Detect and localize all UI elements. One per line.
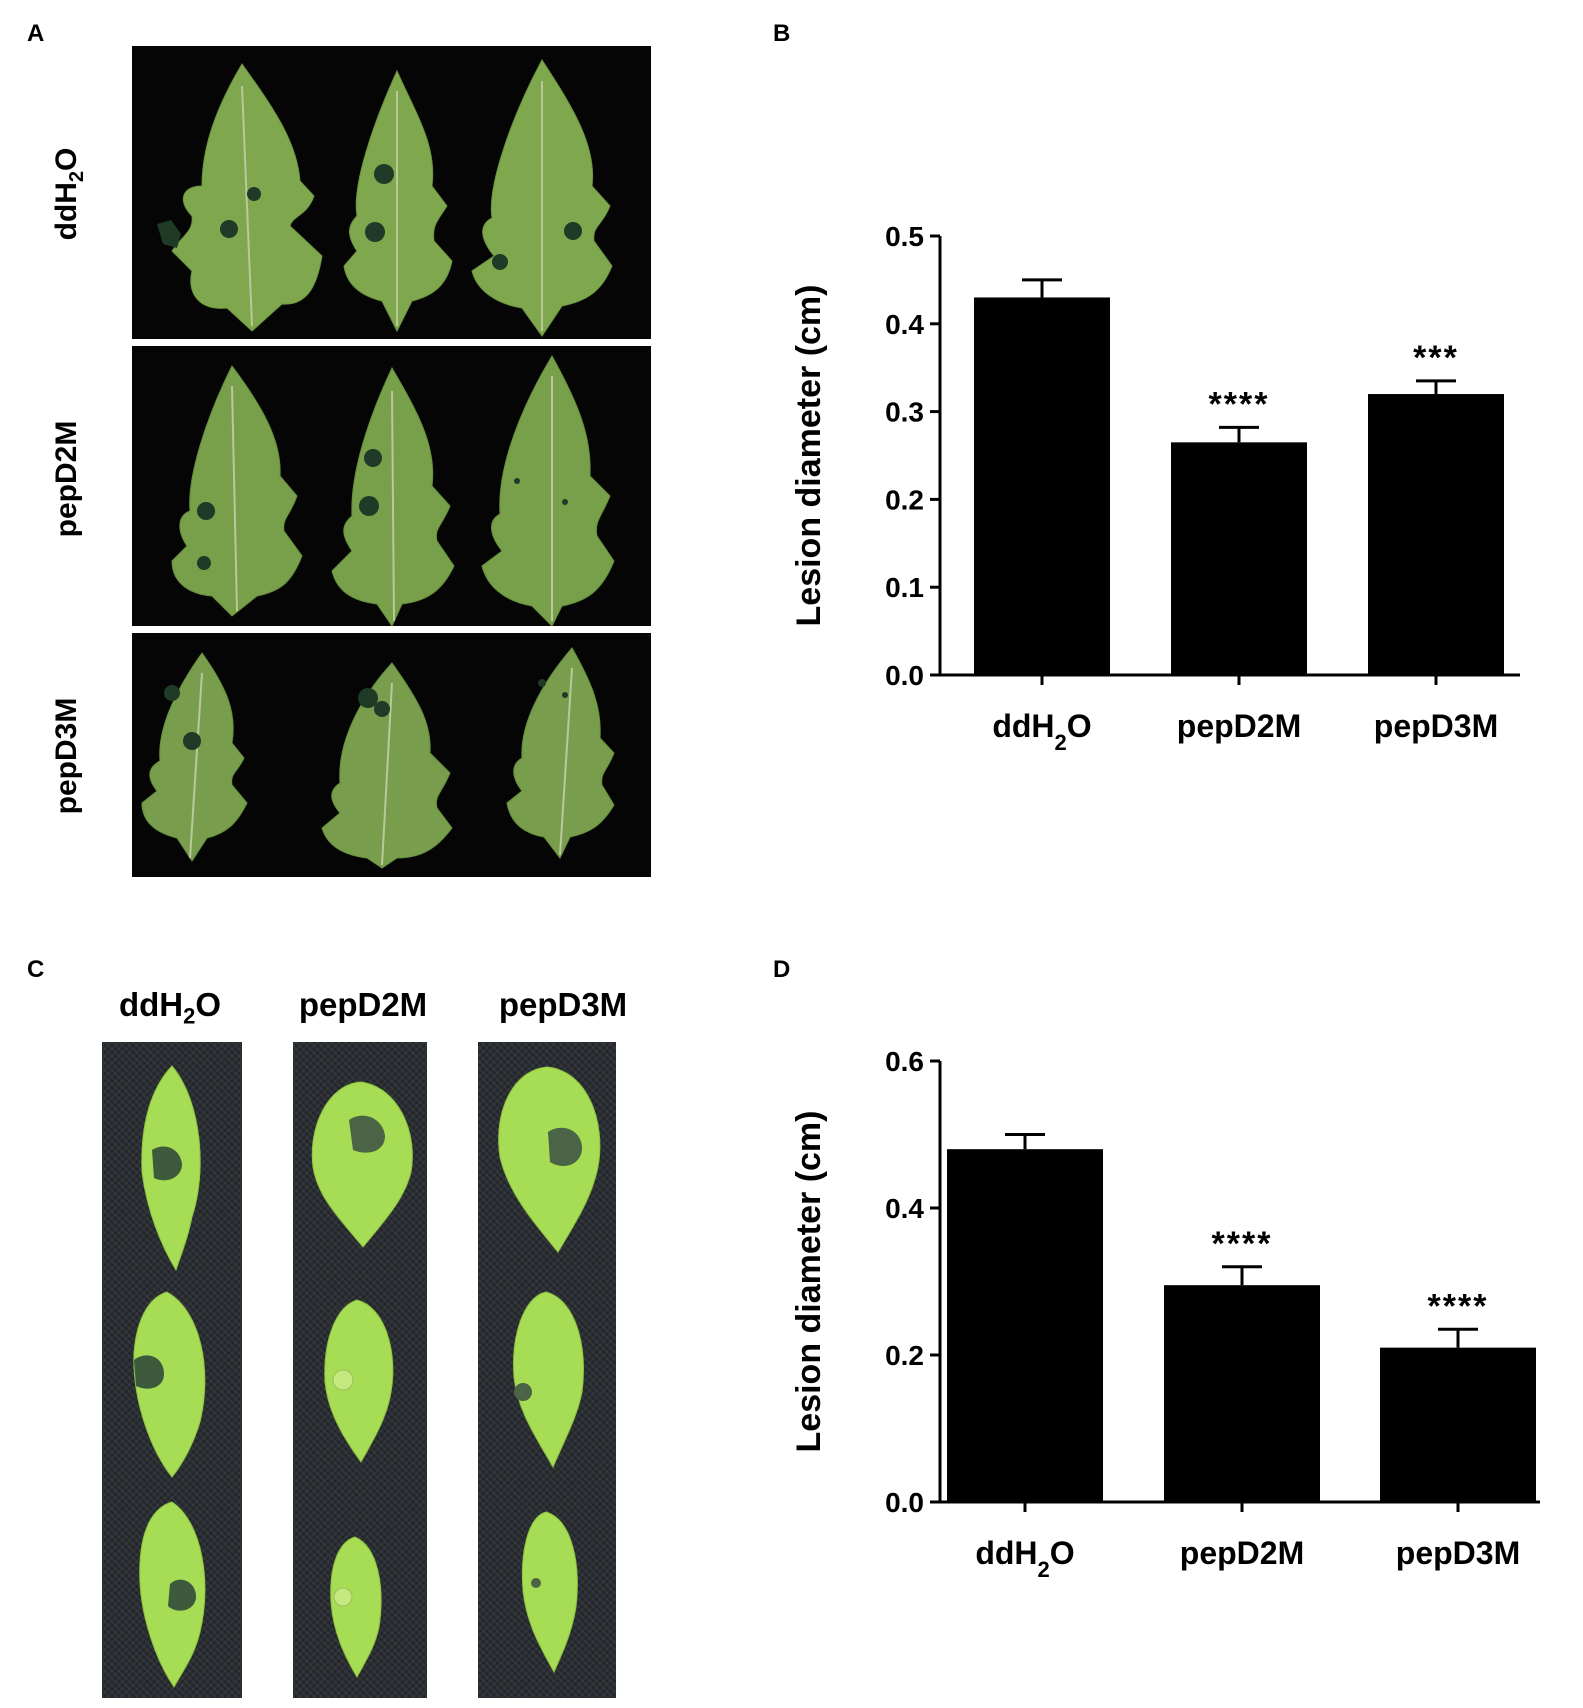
panel-c-col-label-pepd2m: pepD2M — [283, 986, 443, 1024]
bar — [1164, 1285, 1320, 1502]
col-label-subscript: 2 — [183, 1003, 196, 1029]
bar — [1380, 1347, 1536, 1502]
y-tick-label: 0.5 — [885, 221, 924, 252]
y-tick-label: 0.6 — [885, 1046, 924, 1077]
arabidopsis-leaves-ddh2o — [133, 1065, 206, 1688]
significance-label: **** — [1209, 385, 1270, 423]
panel-a-photo-pepd2m — [132, 346, 651, 628]
y-tick-label: 0.0 — [885, 660, 924, 691]
bar — [1171, 442, 1307, 675]
significance-label: **** — [1212, 1225, 1273, 1263]
x-tick-label: pepD3M — [1374, 708, 1498, 744]
bar — [947, 1149, 1103, 1502]
y-tick-label: 0.4 — [885, 1193, 924, 1224]
panel-a-photo-pepd3m — [132, 633, 651, 877]
panel-a-row-label-pepd3m: pepD3M — [50, 686, 90, 826]
col-label-tail: O — [195, 986, 222, 1023]
x-tick-label: pepD2M — [1177, 708, 1301, 744]
y-tick-label: 0.2 — [885, 1340, 924, 1371]
y-tick-label: 0.3 — [885, 397, 924, 428]
bar-chart-b: 0.0 0.1 0.2 0.3 0.4 0.5 Lesion diameter (cm) dd… — [790, 221, 1520, 755]
y-tick-label: 0.0 — [885, 1487, 924, 1518]
row-label-main: pepD2M — [50, 420, 83, 538]
arabidopsis-leaves-pepd2m — [311, 1081, 413, 1679]
bar — [974, 297, 1110, 675]
tomato-leaf-photo-row-2 — [171, 355, 615, 628]
panel-a-row-label-ddh2o: ddH2O — [50, 124, 90, 264]
panel-c-strip-pepd2m — [293, 1042, 427, 1698]
x-tick-label: ddH2O — [992, 708, 1091, 755]
panel-c-strip-pepd3m — [478, 1042, 616, 1698]
col-label-main: pepD3M — [498, 986, 628, 1023]
panel-d-letter: D — [773, 956, 791, 983]
x-tick-label: pepD2M — [1180, 1535, 1304, 1571]
panel-a-photo-ddh2o — [132, 46, 651, 339]
significance-label: *** — [1413, 339, 1459, 377]
panel-a-row-label-pepd2m: pepD2M — [50, 409, 90, 549]
panel-b-letter: B — [773, 20, 791, 47]
bar — [1368, 394, 1504, 675]
y-axis-label: Lesion diameter (cm) — [790, 285, 828, 627]
tomato-leaf-photo-row-3 — [141, 647, 615, 869]
panel-c-strip-ddh2o — [102, 1042, 242, 1698]
y-tick-label: 0.2 — [885, 484, 924, 515]
arabidopsis-leaves-pepd3m — [498, 1066, 601, 1674]
y-tick-label: 0.1 — [885, 572, 924, 603]
significance-label: **** — [1428, 1287, 1489, 1325]
row-label-subscript: 2 — [66, 170, 88, 183]
y-tick-label: 0.4 — [885, 309, 924, 340]
panel-c-col-label-ddh2o: ddH2O — [95, 986, 245, 1030]
bar-chart-d: 0.0 0.2 0.4 0.6 Lesion diameter (cm) ddH2O ***… — [790, 1046, 1540, 1582]
panel-c-col-label-pepd3m: pepD3M — [483, 986, 643, 1024]
x-tick-label: pepD3M — [1396, 1535, 1520, 1571]
y-axis-label: Lesion diameter (cm) — [790, 1111, 828, 1453]
row-label-tail: O — [50, 147, 83, 171]
col-label-main: pepD2M — [298, 986, 428, 1023]
panel-a-letter: A — [27, 20, 45, 47]
tomato-leaf-photo-row-1 — [157, 59, 613, 337]
row-label-main: pepD3M — [50, 697, 83, 815]
col-label-main: ddH — [118, 986, 184, 1023]
x-tick-label: ddH2O — [975, 1535, 1074, 1582]
panel-c-letter: C — [27, 956, 45, 983]
row-label-main: ddH — [50, 182, 83, 241]
